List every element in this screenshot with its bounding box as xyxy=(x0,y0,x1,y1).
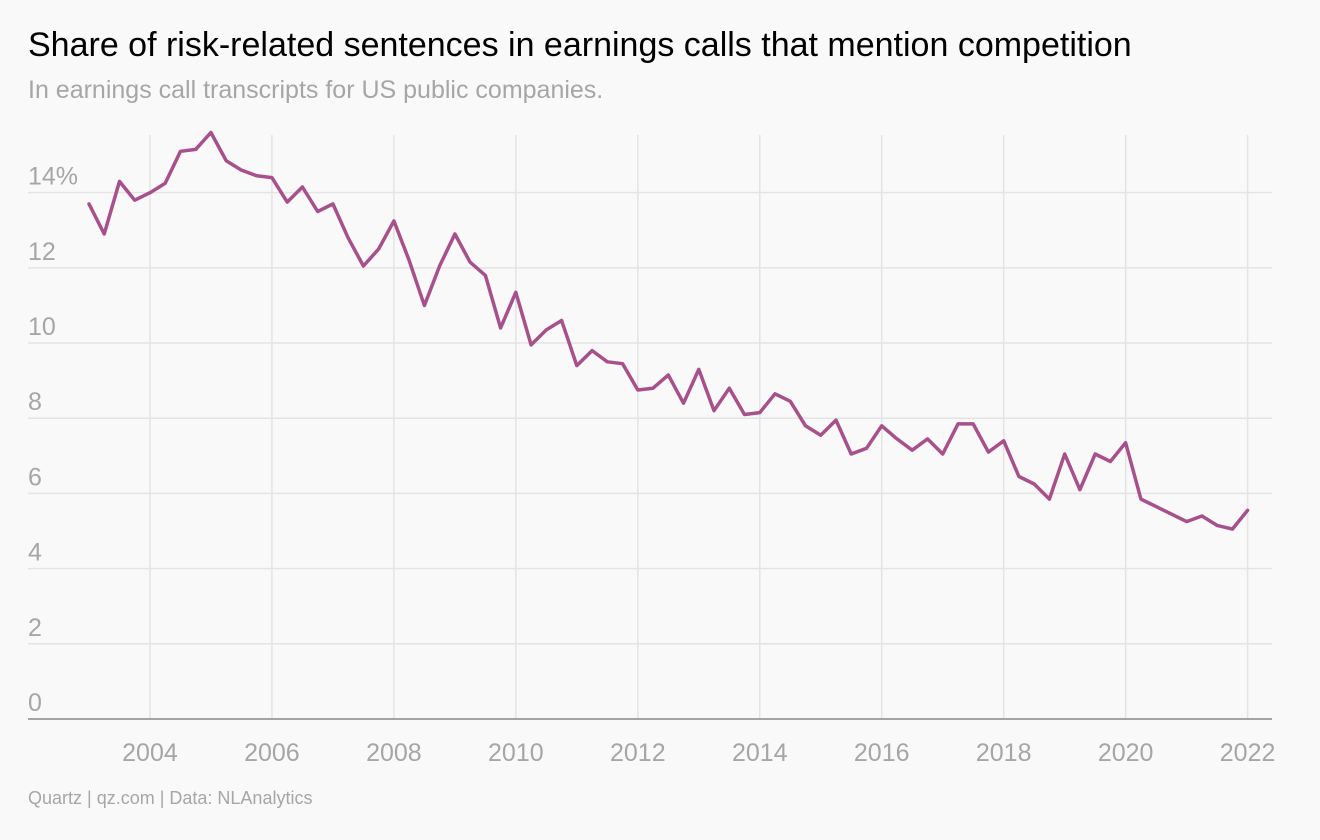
x-tick-label: 2004 xyxy=(122,739,178,767)
x-tick-label: 2016 xyxy=(854,739,910,767)
y-tick-label: 0 xyxy=(28,689,42,717)
horizontal-gridlines xyxy=(28,191,1272,645)
y-tick-label: 4 xyxy=(28,539,42,567)
y-axis-tick-labels: 0 2 4 6 8 10 12 14% xyxy=(28,163,78,717)
chart-title: Share of risk-related sentences in earni… xyxy=(28,26,1132,64)
x-tick-label: 2020 xyxy=(1098,739,1154,767)
y-tick-label: 8 xyxy=(28,388,42,416)
x-tick-label: 2008 xyxy=(366,739,422,767)
y-tick-label: 10 xyxy=(28,313,56,341)
x-tick-label: 2022 xyxy=(1220,739,1276,767)
series-line xyxy=(87,130,1250,531)
source-note: Quartz | qz.com | Data: NLAnalytics xyxy=(28,788,313,808)
chart-subtitle: In earnings call transcripts for US publ… xyxy=(28,76,604,104)
y-tick-label: 2 xyxy=(28,614,42,642)
x-axis-tick-labels: 2004 2006 2008 2010 2012 2014 2016 2018 2020 2022 xyxy=(122,739,1275,767)
x-tick-label: 2018 xyxy=(976,739,1032,767)
x-tick-label: 2006 xyxy=(244,739,300,767)
x-tick-label: 2014 xyxy=(732,739,788,767)
vertical-gridlines xyxy=(149,135,1249,719)
y-tick-label: 6 xyxy=(28,463,42,491)
x-tick-label: 2010 xyxy=(488,739,544,767)
x-tick-label: 2012 xyxy=(610,739,666,767)
y-tick-label: 14% xyxy=(28,163,78,191)
y-tick-label: 12 xyxy=(28,238,56,266)
